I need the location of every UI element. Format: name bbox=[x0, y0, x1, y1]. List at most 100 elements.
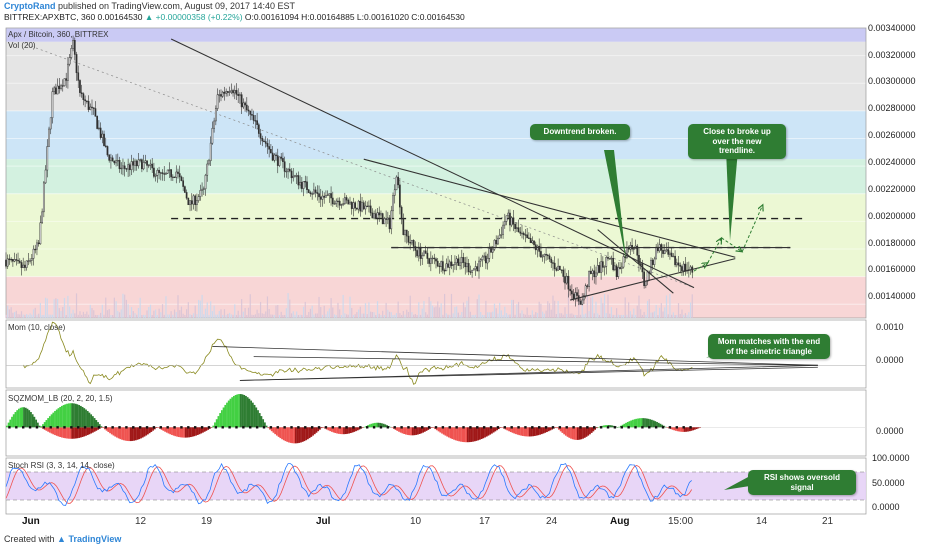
volume-bar bbox=[495, 308, 497, 318]
candle-body bbox=[593, 270, 596, 278]
volume-bar bbox=[320, 307, 322, 318]
sqz-bar bbox=[415, 427, 418, 435]
volume-bar bbox=[414, 314, 416, 318]
sqz-bar bbox=[23, 407, 25, 428]
candle-body bbox=[404, 229, 406, 235]
sqz-bar bbox=[527, 427, 529, 437]
sqz-bar bbox=[336, 427, 338, 434]
candle-body bbox=[249, 110, 252, 115]
volume-bar bbox=[168, 314, 171, 318]
volume-bar bbox=[497, 313, 499, 318]
candle-body bbox=[469, 271, 472, 273]
tradingview-logo[interactable]: TradingView bbox=[68, 534, 122, 544]
candle-body bbox=[257, 124, 260, 134]
volume-bar bbox=[75, 293, 78, 318]
candle-body bbox=[91, 106, 93, 109]
candle-body bbox=[543, 254, 546, 257]
sqz-bar bbox=[126, 427, 129, 441]
volume-bar bbox=[94, 314, 97, 318]
volume-bar bbox=[318, 296, 320, 318]
candle-body bbox=[376, 212, 379, 219]
sqz-bar bbox=[494, 427, 497, 432]
sqz-bar bbox=[222, 407, 225, 428]
candle-body bbox=[538, 245, 541, 252]
volume-bar bbox=[263, 313, 265, 318]
volume-bar bbox=[113, 297, 115, 318]
sqz-dot bbox=[8, 426, 11, 429]
candle-body bbox=[588, 271, 590, 287]
candle-body bbox=[261, 138, 264, 142]
volume-bar bbox=[344, 313, 346, 318]
sqz-dot bbox=[49, 426, 52, 429]
volume-bar bbox=[63, 297, 66, 318]
sqz-bar bbox=[666, 427, 669, 428]
candle-body bbox=[681, 266, 683, 272]
sqz-dot bbox=[455, 426, 458, 429]
volume-bar bbox=[79, 311, 81, 318]
sqz-dot bbox=[613, 426, 617, 429]
volume-bar bbox=[683, 314, 685, 318]
candle-body bbox=[316, 192, 319, 194]
candle-body bbox=[165, 173, 167, 175]
sqz-bar bbox=[520, 427, 523, 436]
sqz-bar bbox=[644, 418, 646, 428]
quote-header: BITTREX:APXBTC, 360 0.00164530 ▲ +0.0000… bbox=[4, 12, 465, 22]
volume-bar bbox=[438, 307, 441, 318]
candle-body bbox=[342, 203, 344, 205]
sqz-bar bbox=[289, 427, 292, 443]
time-axis[interactable]: Jun 12 19 Jul 10 17 24 Aug 15:00 14 21 bbox=[22, 516, 834, 527]
sqz-bar bbox=[337, 427, 340, 434]
candle-body bbox=[467, 263, 470, 272]
candle-body bbox=[485, 255, 487, 264]
candle-body bbox=[488, 248, 491, 259]
volume-bar bbox=[5, 314, 7, 318]
candle-body bbox=[25, 260, 28, 268]
candle-body bbox=[110, 157, 112, 161]
volume-bar bbox=[411, 312, 413, 318]
candle-body bbox=[302, 181, 305, 189]
candle-body bbox=[510, 217, 513, 226]
sqz-bar bbox=[100, 427, 103, 428]
trendlines[interactable] bbox=[170, 38, 791, 301]
author-name[interactable]: CryptoRand bbox=[4, 1, 56, 11]
candle-body bbox=[505, 215, 508, 222]
volume-bar bbox=[653, 311, 656, 318]
candle-body bbox=[101, 133, 104, 138]
time-tick: 14 bbox=[756, 516, 768, 527]
candle-body bbox=[615, 265, 618, 277]
sqz-bar bbox=[164, 427, 166, 432]
candle-body bbox=[583, 295, 585, 301]
volume-bar bbox=[521, 310, 523, 318]
candle-body bbox=[259, 133, 262, 139]
volume-bar bbox=[247, 307, 250, 318]
sqz-bar bbox=[435, 427, 438, 431]
sqz-bar bbox=[26, 408, 29, 428]
candle-body bbox=[230, 90, 233, 93]
volume-bar bbox=[101, 304, 103, 318]
price-axis[interactable]: 0.00340000 0.00320000 0.00300000 0.00280… bbox=[868, 23, 916, 301]
sqz-dot bbox=[586, 426, 589, 429]
volume-bar bbox=[409, 295, 411, 318]
candle-body bbox=[61, 85, 64, 87]
candle-body bbox=[154, 175, 157, 177]
candle-body bbox=[490, 248, 492, 253]
sqz-bar bbox=[140, 427, 142, 439]
volume-bar bbox=[302, 306, 305, 318]
candle-body bbox=[596, 265, 599, 274]
sqz-bar bbox=[31, 414, 34, 428]
candle-body bbox=[524, 234, 527, 236]
candle-body bbox=[385, 218, 387, 220]
sqz-dot bbox=[90, 426, 94, 429]
sqz-dot bbox=[620, 426, 623, 429]
volume-bar bbox=[442, 314, 444, 318]
volume-bar bbox=[237, 310, 239, 318]
candle-body bbox=[662, 250, 664, 254]
volume-bar bbox=[275, 305, 277, 318]
sqz-bar bbox=[141, 427, 144, 438]
sqz-bar bbox=[518, 427, 521, 436]
sqz-bar bbox=[152, 427, 154, 431]
sqz-bar bbox=[176, 427, 179, 437]
volume-bar bbox=[203, 314, 205, 318]
candle-body bbox=[89, 106, 92, 110]
